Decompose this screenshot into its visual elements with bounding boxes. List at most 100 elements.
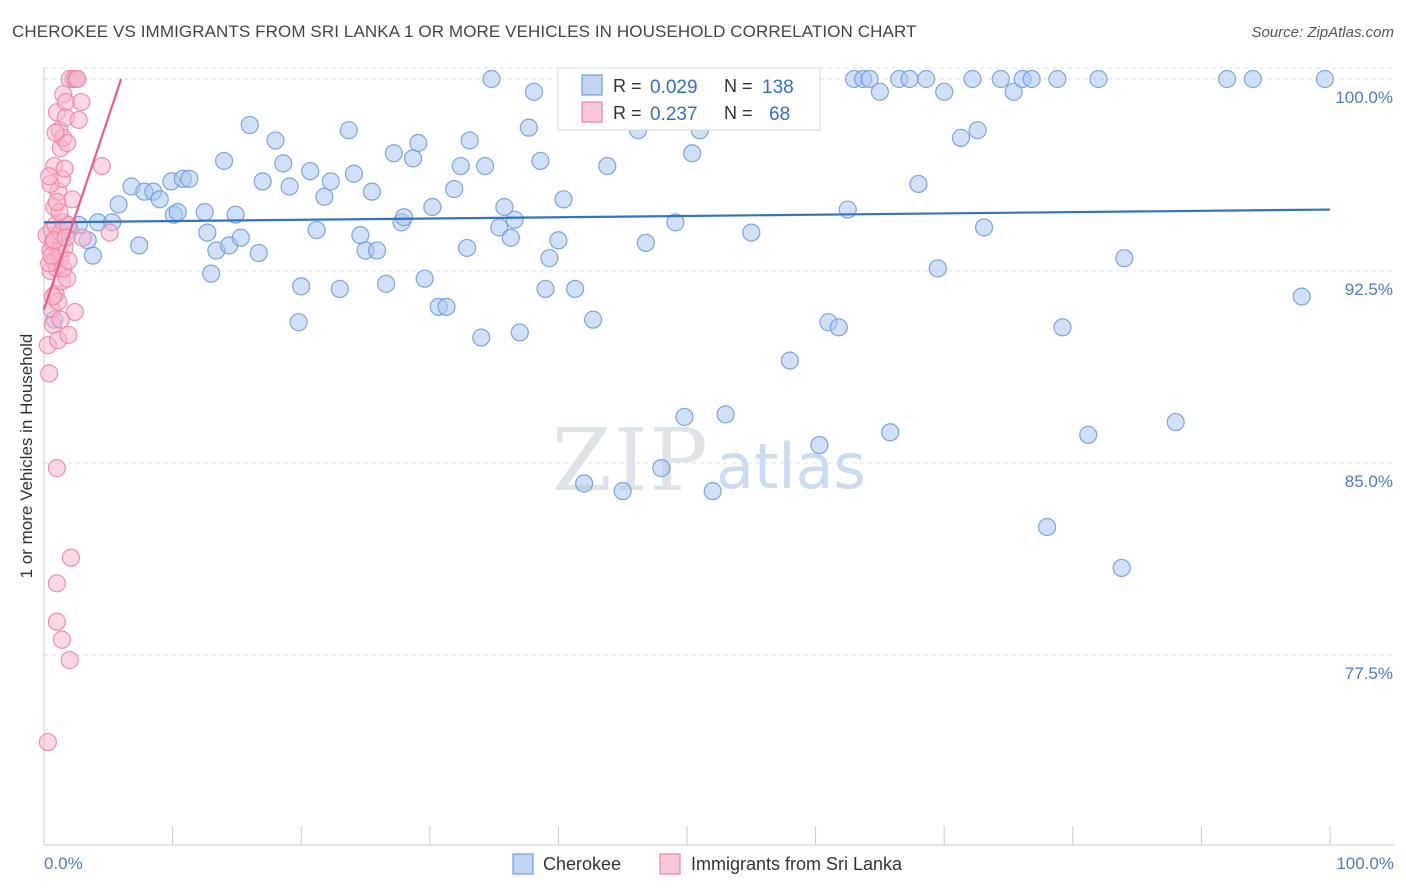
data-point <box>666 213 685 232</box>
data-point <box>403 149 423 168</box>
data-point <box>83 246 102 265</box>
x-tick-label-min: 0.0% <box>44 854 83 873</box>
data-point <box>231 228 250 247</box>
data-point <box>150 190 169 209</box>
legend-swatch-cherokee <box>512 853 534 875</box>
data-point <box>56 92 75 112</box>
data-point <box>742 223 761 242</box>
data-point <box>339 121 358 140</box>
data-point <box>394 208 414 227</box>
data-point <box>376 274 396 293</box>
data-point <box>1115 249 1134 268</box>
data-point <box>307 220 326 240</box>
data-point <box>917 69 936 89</box>
data-point <box>289 313 308 332</box>
data-point <box>881 423 900 442</box>
data-point <box>315 187 334 206</box>
data-point <box>909 174 928 194</box>
stats-n-value-cherokee: 138 <box>762 77 794 98</box>
data-point <box>38 732 57 752</box>
data-point <box>1218 69 1237 89</box>
data-point <box>963 69 982 89</box>
stats-n-label-cherokee: N = <box>724 76 753 96</box>
data-point <box>73 228 92 247</box>
data-point <box>584 310 603 329</box>
data-point <box>598 156 617 176</box>
data-point <box>330 279 349 299</box>
bottom-legend: Cherokee Immigrants from Sri Lanka <box>512 853 903 875</box>
data-point <box>482 69 501 89</box>
data-point <box>968 121 987 140</box>
data-point <box>47 192 66 211</box>
data-point <box>860 69 879 89</box>
data-point <box>457 238 477 258</box>
data-point <box>72 92 91 112</box>
data-point <box>409 133 428 153</box>
data-point <box>40 167 59 186</box>
data-point <box>100 223 119 242</box>
data-point <box>59 325 78 345</box>
stats-r-value-cherokee: 0.029 <box>650 77 698 98</box>
y-tick-label: 100.0% <box>1335 88 1393 107</box>
data-point <box>501 228 520 247</box>
data-point <box>423 197 442 217</box>
y-axis-label: 1 or more Vehicles in Household <box>17 334 36 579</box>
data-point <box>202 264 221 283</box>
data-point <box>40 364 59 383</box>
stats-r-value-sri-lanka: 0.237 <box>650 104 698 125</box>
y-tick-label: 85.0% <box>1345 472 1393 491</box>
source-label: Source: ZipAtlas.com <box>1251 24 1394 41</box>
legend-swatch-sri-lanka <box>659 853 681 875</box>
data-point <box>531 151 550 171</box>
data-point <box>490 218 509 237</box>
data-point <box>274 154 293 173</box>
data-point <box>575 474 594 493</box>
y-tick-label: 92.5% <box>1345 280 1393 299</box>
data-point <box>524 82 544 101</box>
data-point <box>362 182 382 201</box>
stats-r-label-cherokee: R = <box>613 76 642 96</box>
watermark-zip: ZIP <box>552 411 710 511</box>
data-point <box>1004 82 1023 101</box>
data-point <box>652 459 671 478</box>
stats-swatch-cherokee <box>581 74 603 96</box>
y-tick-labels: 100.0% 92.5% 85.0% 77.5% <box>1335 88 1393 683</box>
data-point <box>928 259 947 278</box>
data-point <box>292 277 311 296</box>
data-point <box>351 226 370 245</box>
data-point <box>344 164 364 183</box>
data-point <box>198 223 217 242</box>
data-point <box>566 279 585 299</box>
x-tick-label-max: 100.0% <box>1336 854 1394 873</box>
data-point <box>935 82 954 101</box>
data-point <box>437 297 456 316</box>
data-point <box>554 190 573 209</box>
data-point <box>445 179 464 199</box>
data-point <box>829 318 848 337</box>
x-axis-ticks <box>43 826 1331 845</box>
data-point <box>540 249 559 268</box>
data-point <box>716 405 735 424</box>
data-point <box>451 156 470 176</box>
data-point <box>536 279 555 299</box>
data-point <box>249 243 268 263</box>
data-point <box>1037 517 1057 537</box>
data-point <box>266 131 285 150</box>
watermark-atlas: atlas <box>716 430 866 503</box>
data-point <box>613 482 632 501</box>
data-point <box>810 435 829 455</box>
data-point <box>47 612 66 631</box>
data-point <box>180 169 199 188</box>
data-point <box>900 69 919 89</box>
stats-n-value-sri-lanka: 68 <box>769 104 790 125</box>
data-point <box>703 482 722 501</box>
data-point <box>519 118 538 137</box>
series-sri-lanka <box>37 69 119 752</box>
data-point <box>47 459 66 478</box>
legend-label-sri-lanka: Immigrants from Sri Lanka <box>691 854 903 874</box>
data-point <box>991 69 1010 89</box>
data-point <box>1112 558 1131 578</box>
data-point <box>683 144 702 163</box>
data-point <box>549 231 568 250</box>
data-point <box>510 323 529 342</box>
